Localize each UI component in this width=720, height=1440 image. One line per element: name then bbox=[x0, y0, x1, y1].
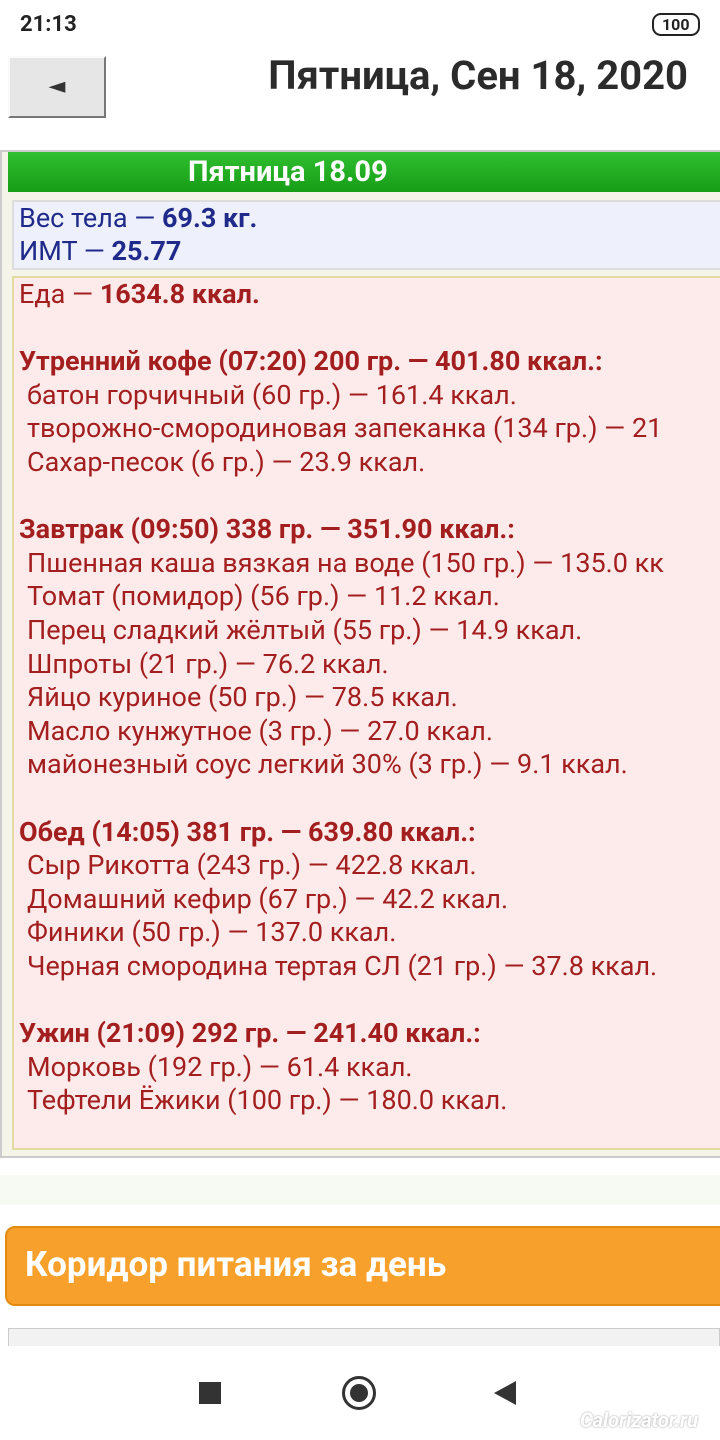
status-bar: 21:13 100 bbox=[0, 0, 720, 50]
blank-line bbox=[19, 983, 720, 1017]
meal-header: Ужин (21:09) 292 гр. — 241.40 ккал.: bbox=[19, 1017, 481, 1050]
battery: 100 bbox=[652, 13, 700, 36]
blank-line bbox=[19, 782, 720, 816]
value: 69.3 кг. bbox=[162, 202, 258, 234]
value: 25.77 bbox=[111, 235, 182, 267]
bmi-row: ИМТ — 25.77 bbox=[19, 235, 720, 268]
meal-item: Яйцо куриное (50 гр.) — 78.5 ккал. bbox=[27, 681, 458, 714]
meal-item: Морковь (192 гр.) — 61.4 ккал. bbox=[27, 1050, 413, 1083]
section-header[interactable]: Коридор питания за день bbox=[5, 1226, 720, 1306]
meal-header: Завтрак (09:50) 338 гр. — 351.90 ккал.: bbox=[19, 513, 515, 546]
time: 21:13 bbox=[20, 12, 77, 37]
meal-item: Черная смородина тертая СЛ (21 гр.) — 37… bbox=[27, 949, 658, 982]
table-edge bbox=[8, 1328, 720, 1348]
food-row: Еда — 1634.8 ккал. bbox=[19, 278, 720, 312]
food-log: Еда — 1634.8 ккал. Утренний кофе (07:20)… bbox=[12, 276, 720, 1150]
meal-item: творожно-смородиновая запеканка (134 гр.… bbox=[27, 412, 663, 445]
weight-row: Вес тела — 69.3 кг. bbox=[19, 202, 720, 235]
meal-item: Домашний кефир (67 гр.) — 42.2 ккал. bbox=[27, 882, 509, 915]
meal-item: Тефтели Ёжики (100 гр.) — 180.0 ккал. bbox=[27, 1084, 508, 1117]
page-title: Пятница, Сен 18, 2020 bbox=[268, 52, 688, 99]
meal-item: Томат (помидор) (56 гр.) — 11.2 ккал. bbox=[27, 580, 500, 613]
meal-header: Утренний кофе (07:20) 200 гр. — 401.80 к… bbox=[19, 345, 603, 378]
meal-item: Сахар-песок (6 гр.) — 23.9 ккал. bbox=[27, 445, 426, 478]
back-nav[interactable] bbox=[492, 1380, 518, 1406]
meal-item: Масло кунжутное (3 гр.) — 27.0 ккал. bbox=[27, 714, 494, 747]
day-header: Пятница 18.09 bbox=[8, 152, 720, 192]
label: Еда — bbox=[19, 278, 100, 310]
home-button[interactable] bbox=[342, 1376, 376, 1410]
spacer bbox=[0, 1175, 720, 1205]
blank-line bbox=[19, 480, 720, 514]
nav-bar bbox=[0, 1346, 720, 1440]
watermark: Calorizator.ru bbox=[579, 1408, 698, 1432]
value: 1634.8 ккал. bbox=[99, 278, 260, 310]
meal-item: Сыр Рикотта (243 гр.) — 422.8 ккал. bbox=[27, 849, 477, 882]
meal-item: Шпроты (21 гр.) — 76.2 ккал. bbox=[27, 647, 389, 680]
meal-item: батон горчичный (60 гр.) — 161.4 ккал. bbox=[27, 378, 517, 411]
back-button[interactable]: ◄ bbox=[8, 56, 106, 118]
label: Вес тела — bbox=[19, 202, 162, 234]
meal-item: Перец сладкий жёлтый (55 гр.) — 14.9 кка… bbox=[27, 613, 583, 646]
label: ИМТ — bbox=[19, 235, 112, 267]
body-stats: Вес тела — 69.3 кг. ИМТ — 25.77 bbox=[12, 200, 720, 270]
meal-item: Финики (50 гр.) — 137.0 ккал. bbox=[27, 916, 397, 949]
blank-line bbox=[19, 312, 720, 346]
meal-item: Пшенная каша вязкая на воде (150 гр.) — … bbox=[27, 546, 664, 579]
meal-header: Обед (14:05) 381 гр. — 639.80 ккал.: bbox=[19, 815, 476, 848]
meal-item: майонезный соус легкий 30% (3 гр.) — 9.1… bbox=[27, 748, 628, 781]
recents-button[interactable] bbox=[199, 1382, 221, 1404]
